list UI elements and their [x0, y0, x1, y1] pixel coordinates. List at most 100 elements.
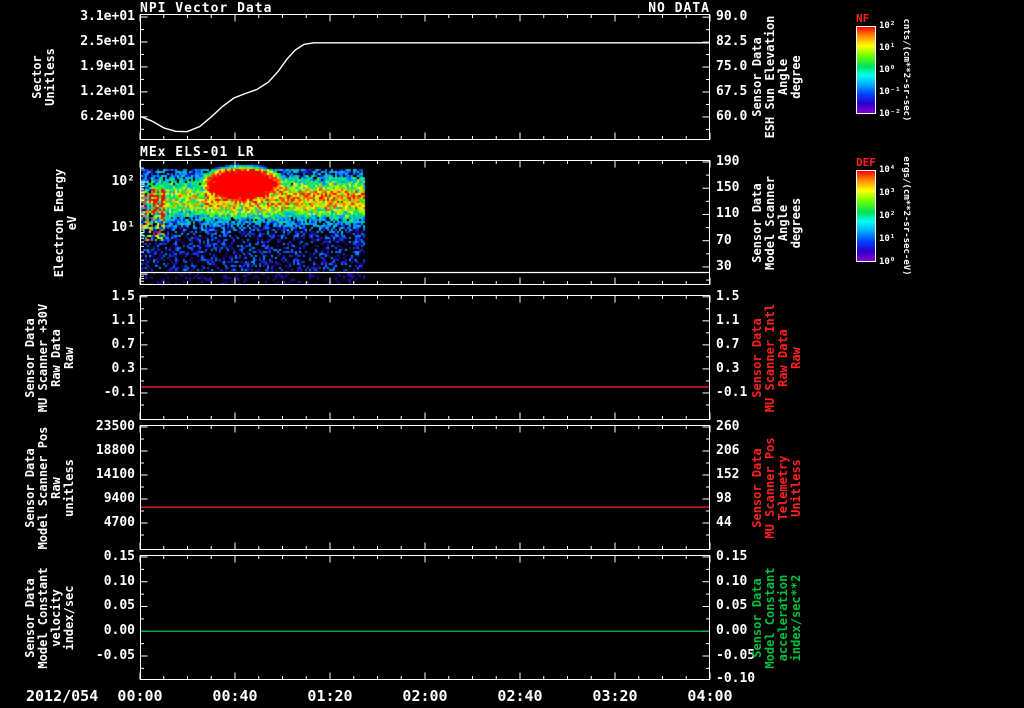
y2-axis-tick-label: 0.00: [716, 623, 748, 639]
y2-axis-tick-label: 0.05: [716, 598, 748, 614]
axis-label-line: Raw: [789, 346, 803, 369]
y-axis-tick-label: 14100: [95, 466, 135, 482]
axis-label-line: index/sec**2: [789, 574, 803, 661]
axis-label-line: Unitless: [789, 458, 803, 517]
y-axis-tick-label: -0.1: [103, 384, 135, 400]
y2-axis-tick-label: 206: [716, 443, 740, 458]
y2-axis-tick-label: 60.0: [716, 108, 748, 124]
units-text: ergs/(cm**2-sr-sec-eV): [901, 156, 911, 276]
y2-axis-tick-label: 0.7: [716, 336, 740, 352]
colorbar-title-def: DEF: [856, 156, 876, 169]
plot-frame-1: [139, 159, 711, 285]
x-axis-tick-label: 04:00: [687, 687, 733, 705]
no-data-status: NO DATA: [648, 1, 710, 16]
y2-axis-tick-label: 75.0: [716, 59, 748, 75]
x-axis-tick-label: 02:00: [402, 687, 448, 705]
y-axis-tick-label: 1.1: [111, 312, 135, 328]
left-axis-label-4: Sensor Data Model Constant velocity index/s…: [23, 523, 76, 708]
y-axis-tick-label: 0.7: [111, 336, 135, 352]
plot-border: [140, 295, 710, 420]
y2-axis-tick-label: -0.05: [716, 647, 756, 663]
colorbar-def: [856, 170, 876, 262]
date-label: 2012/054: [26, 687, 99, 705]
y2-axis-tick-label: 82.5: [716, 34, 748, 50]
x-axis-tick-label: 01:20: [307, 687, 353, 705]
colorbar-title-nf: NF: [856, 12, 870, 25]
axis-label-line: Unitless: [43, 48, 57, 106]
y2-axis-tick-label: 1.1: [716, 312, 740, 328]
y-axis-tick-label: 4700: [103, 514, 135, 530]
plot-border: [140, 160, 710, 285]
y-axis-tick-label: 1.2e+01: [80, 83, 135, 99]
y-axis-tick-label: 0.05: [103, 598, 135, 614]
panel2-title: MEx ELS-01 LR: [140, 145, 255, 160]
plot-border: [140, 14, 710, 140]
y2-axis-tick-label: 0.15: [716, 548, 748, 564]
y2-axis-tick-label: -0.10: [716, 671, 756, 687]
plot-frame-3: [139, 425, 711, 550]
y-axis-tick-label: 2.5e+01: [80, 33, 135, 49]
y2-axis-tick-label: 0.3: [716, 360, 740, 376]
axis-label-line: Raw: [62, 346, 76, 369]
colorbar-tick-label: 10⁻²: [879, 109, 901, 119]
y2-axis-tick-label: -0.1: [716, 384, 748, 400]
y2-axis-tick-label: 67.5: [716, 84, 748, 99]
y2-axis-tick-label: 260: [716, 419, 740, 434]
y-axis-tick-label: -0.05: [95, 647, 135, 663]
colorbar-nf: [856, 26, 876, 114]
spectrogram-image: [141, 161, 709, 284]
colorbar-tick-label: 10⁰: [879, 65, 896, 75]
y-axis-tick-label: 18800: [95, 442, 135, 458]
y-axis-tick-label: 23500: [95, 418, 135, 434]
colorbar-tick-label: 10⁰: [879, 257, 896, 267]
colorbar-tick-label: 10³: [879, 188, 896, 198]
colorbar-tick-label: 10¹: [879, 234, 896, 244]
colorbar-tick-label: 10¹: [879, 43, 896, 53]
plot-frame-4: [139, 555, 711, 680]
y2-axis-tick-label: 70: [716, 232, 732, 248]
right-axis-label-4: Sensor Data Model Constant acceleration ind…: [750, 523, 803, 708]
axis-label-line: index/sec: [62, 584, 76, 651]
colorbar-tick-label: 10⁴: [879, 165, 896, 175]
axis-label-line: degree: [789, 55, 803, 99]
colorbar-tick-label: 10²: [879, 21, 896, 31]
colorbar-tick-label: 10⁻¹: [879, 87, 901, 97]
axis-label-line: eV: [65, 215, 79, 230]
y-axis-tick-label: 1.9e+01: [80, 58, 135, 74]
plot-frame-0: [139, 14, 711, 140]
y-axis-tick-label: 6.2e+00: [80, 108, 135, 124]
x-axis-tick-label: 03:20: [592, 687, 638, 705]
x-axis-tick-label: 02:40: [497, 687, 543, 705]
y2-axis-tick-label: 152: [716, 467, 740, 482]
y2-axis-tick-label: 0.10: [716, 573, 748, 589]
y-axis-tick-label: 10¹: [111, 220, 135, 236]
y2-axis-tick-label: 190: [716, 153, 740, 169]
y2-axis-tick-label: 150: [716, 180, 740, 196]
y2-axis-tick-label: 98: [716, 491, 732, 506]
units-text: cnts/(cm**2-sr-sec): [901, 18, 911, 122]
y-axis-tick-label: 3.1e+01: [80, 9, 135, 25]
x-axis-tick-label: 00:00: [117, 687, 163, 705]
y2-axis-tick-label: 110: [716, 206, 740, 222]
y-axis-tick-label: 0.10: [103, 573, 135, 589]
axis-label-line: unitless: [62, 458, 76, 517]
series-line: [139, 42, 710, 133]
y-axis-tick-label: 0.00: [103, 623, 135, 639]
y2-axis-tick-label: 90.0: [716, 9, 748, 25]
y2-axis-tick-label: 30: [716, 258, 732, 274]
y-axis-tick-label: 9400: [103, 490, 135, 506]
y-axis-tick-label: 0.3: [111, 360, 135, 376]
y-axis-tick-label: 10²: [111, 173, 135, 189]
panel1-title: NPI Vector Data: [140, 1, 273, 16]
axis-label-line: degrees: [789, 197, 803, 248]
x-axis-tick-label: 00:40: [212, 687, 258, 705]
plot-border: [140, 555, 710, 680]
plot-border: [140, 425, 710, 550]
y2-axis-tick-label: 1.5: [716, 288, 740, 304]
colorbar-units-def: ergs/(cm**2-sr-sec-eV): [900, 131, 912, 301]
y-axis-tick-label: 0.15: [103, 548, 135, 564]
plot-frame-2: [139, 295, 711, 420]
y2-axis-tick-label: 44: [716, 515, 732, 530]
colorbar-tick-label: 10²: [879, 211, 896, 221]
